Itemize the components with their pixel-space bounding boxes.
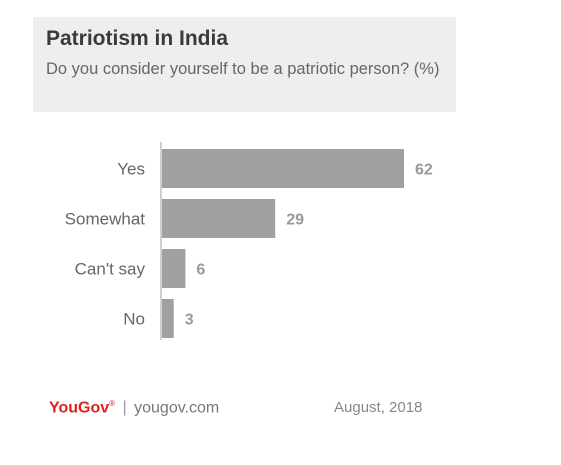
chart-subtitle: Do you consider yourself to be a patriot… bbox=[46, 60, 440, 78]
chart-title: Patriotism in India bbox=[46, 27, 229, 50]
bar bbox=[162, 299, 174, 338]
yougov-logo: YouGov bbox=[49, 399, 110, 417]
title-box: Patriotism in India Do you consider your… bbox=[33, 17, 456, 112]
data-label: 6 bbox=[196, 262, 205, 279]
category-label: No bbox=[123, 310, 145, 329]
data-label: 29 bbox=[286, 212, 304, 229]
bar bbox=[162, 199, 276, 238]
footer-brand: YouGov® | yougov.com bbox=[49, 399, 219, 417]
data-label: 3 bbox=[185, 312, 194, 329]
footer-site: yougov.com bbox=[134, 399, 220, 417]
bar bbox=[162, 249, 186, 288]
footer-separator: | bbox=[122, 399, 127, 417]
data-label: 62 bbox=[415, 162, 433, 179]
footer-date: August, 2018 bbox=[334, 399, 423, 416]
category-label: Somewhat bbox=[65, 210, 146, 229]
registered-mark: ® bbox=[109, 399, 116, 408]
category-label: Can't say bbox=[75, 260, 146, 279]
category-label: Yes bbox=[117, 160, 145, 179]
bar bbox=[162, 149, 404, 188]
